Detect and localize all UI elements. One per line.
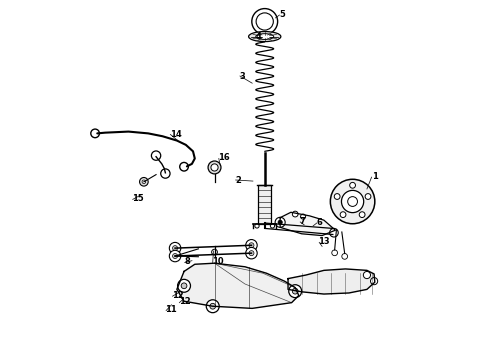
Circle shape (170, 250, 181, 262)
Circle shape (172, 253, 177, 258)
Circle shape (245, 247, 257, 259)
Circle shape (342, 253, 347, 259)
Circle shape (181, 283, 187, 289)
Circle shape (348, 197, 358, 206)
Text: 12: 12 (172, 291, 184, 300)
Text: 3: 3 (239, 72, 245, 81)
Circle shape (249, 251, 254, 256)
Circle shape (140, 177, 148, 186)
Circle shape (364, 271, 370, 279)
Text: 14: 14 (170, 130, 181, 139)
Circle shape (330, 179, 375, 224)
Circle shape (212, 249, 218, 255)
Circle shape (211, 164, 218, 171)
Circle shape (172, 246, 177, 251)
Text: 12: 12 (179, 297, 191, 306)
Polygon shape (177, 263, 299, 309)
Circle shape (249, 243, 254, 248)
Text: 4: 4 (256, 32, 262, 41)
Text: 8: 8 (184, 257, 190, 266)
Circle shape (332, 250, 338, 256)
Circle shape (278, 220, 282, 225)
Ellipse shape (256, 34, 274, 40)
Text: 6: 6 (317, 218, 322, 227)
Circle shape (342, 190, 364, 213)
Circle shape (334, 194, 340, 199)
Circle shape (293, 288, 298, 294)
Circle shape (275, 217, 285, 227)
Circle shape (206, 300, 219, 313)
Circle shape (350, 183, 355, 188)
Text: 16: 16 (218, 153, 230, 162)
Text: 2: 2 (235, 176, 241, 185)
Circle shape (208, 161, 221, 174)
Text: 13: 13 (318, 237, 330, 246)
Circle shape (245, 239, 257, 251)
Circle shape (210, 303, 216, 309)
Text: 10: 10 (212, 257, 223, 266)
Circle shape (177, 279, 191, 292)
Circle shape (289, 285, 302, 298)
Ellipse shape (248, 32, 281, 41)
Polygon shape (258, 185, 271, 224)
Text: 7: 7 (299, 217, 305, 226)
Text: 1: 1 (372, 172, 378, 181)
Circle shape (359, 212, 365, 217)
Text: 11: 11 (166, 305, 177, 314)
Circle shape (170, 242, 181, 254)
Circle shape (365, 194, 371, 199)
Circle shape (300, 214, 306, 219)
Circle shape (293, 211, 298, 217)
Circle shape (330, 228, 338, 237)
Circle shape (370, 278, 378, 285)
Text: 15: 15 (132, 194, 144, 203)
Circle shape (142, 180, 146, 184)
Circle shape (340, 212, 346, 217)
Polygon shape (280, 212, 335, 235)
Polygon shape (288, 269, 375, 294)
Text: 5: 5 (279, 10, 285, 19)
